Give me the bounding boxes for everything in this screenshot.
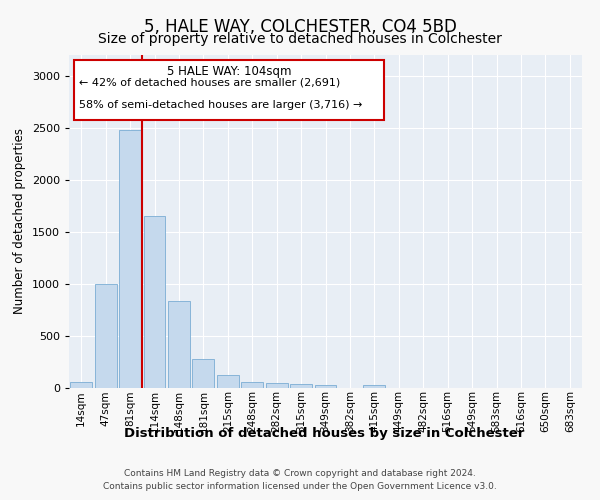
Bar: [143, 216, 166, 388]
Bar: [74, 60, 385, 120]
Bar: [168, 302, 190, 388]
Text: Contains public sector information licensed under the Open Government Licence v3: Contains public sector information licen…: [103, 482, 497, 491]
Bar: [119, 130, 141, 388]
Text: 5, HALE WAY, COLCHESTER, CO4 5BD: 5, HALE WAY, COLCHESTER, CO4 5BD: [143, 18, 457, 36]
Bar: [314, 386, 337, 388]
Bar: [95, 284, 116, 388]
Bar: [193, 360, 214, 388]
Text: ← 42% of detached houses are smaller (2,691): ← 42% of detached houses are smaller (2,…: [79, 77, 341, 87]
Bar: [217, 375, 239, 388]
Bar: [290, 384, 312, 388]
Bar: [70, 382, 92, 388]
Bar: [241, 382, 263, 388]
Text: Contains HM Land Registry data © Crown copyright and database right 2024.: Contains HM Land Registry data © Crown c…: [124, 469, 476, 478]
Text: 58% of semi-detached houses are larger (3,716) →: 58% of semi-detached houses are larger (…: [79, 100, 362, 110]
Text: Distribution of detached houses by size in Colchester: Distribution of detached houses by size …: [124, 428, 524, 440]
Y-axis label: Number of detached properties: Number of detached properties: [13, 128, 26, 314]
Bar: [266, 384, 287, 388]
Bar: [364, 386, 385, 388]
Text: Size of property relative to detached houses in Colchester: Size of property relative to detached ho…: [98, 32, 502, 46]
Text: 5 HALE WAY: 104sqm: 5 HALE WAY: 104sqm: [167, 65, 292, 78]
